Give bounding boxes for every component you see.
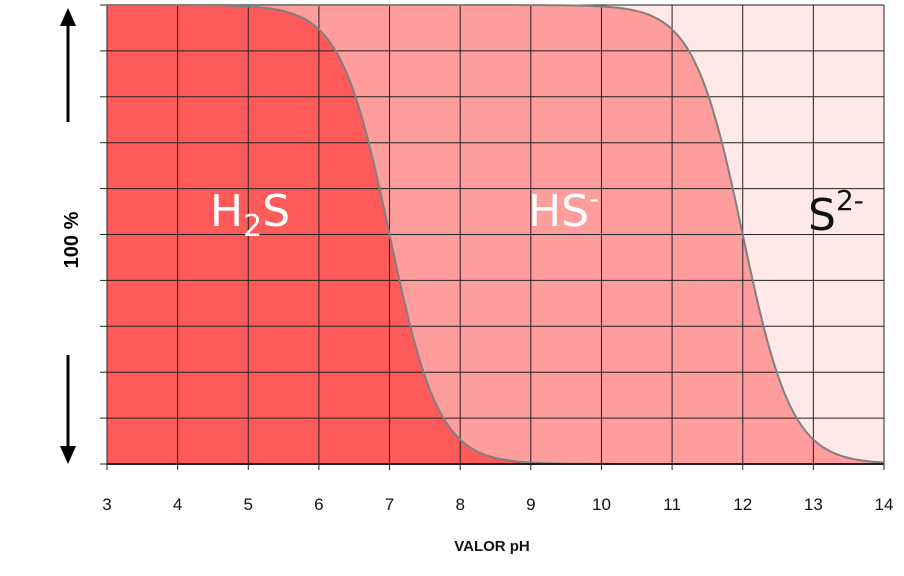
x-tick-label: 5 xyxy=(244,495,253,514)
x-tick-labels: 3 4 5 6 7 8 9 10 11 12 13 14 xyxy=(102,464,893,514)
species-label-h2s: H2S xyxy=(210,186,290,244)
y-axis-label: 100 % xyxy=(61,211,83,268)
x-tick-label: 9 xyxy=(526,495,535,514)
x-tick-label: 13 xyxy=(804,495,823,514)
species-label-hs: HS- xyxy=(528,182,599,237)
down-arrow-icon xyxy=(60,355,76,464)
x-axis-label: VALOR pH xyxy=(454,538,530,555)
x-tick-label: 3 xyxy=(102,495,111,514)
x-tick-label: 12 xyxy=(733,495,752,514)
area-h2s xyxy=(107,5,884,464)
x-tick-label: 4 xyxy=(173,495,182,514)
x-tick-label: 6 xyxy=(314,495,323,514)
x-tick-label: 7 xyxy=(385,495,394,514)
x-tick-label: 8 xyxy=(455,495,464,514)
x-tick-label: 14 xyxy=(875,495,894,514)
up-arrow-icon xyxy=(60,8,76,122)
x-tick-label: 11 xyxy=(663,495,681,514)
species-label-s2: S2- xyxy=(808,184,864,241)
x-tick-label: 10 xyxy=(592,495,611,514)
curve-hs-s2 xyxy=(107,4,885,464)
